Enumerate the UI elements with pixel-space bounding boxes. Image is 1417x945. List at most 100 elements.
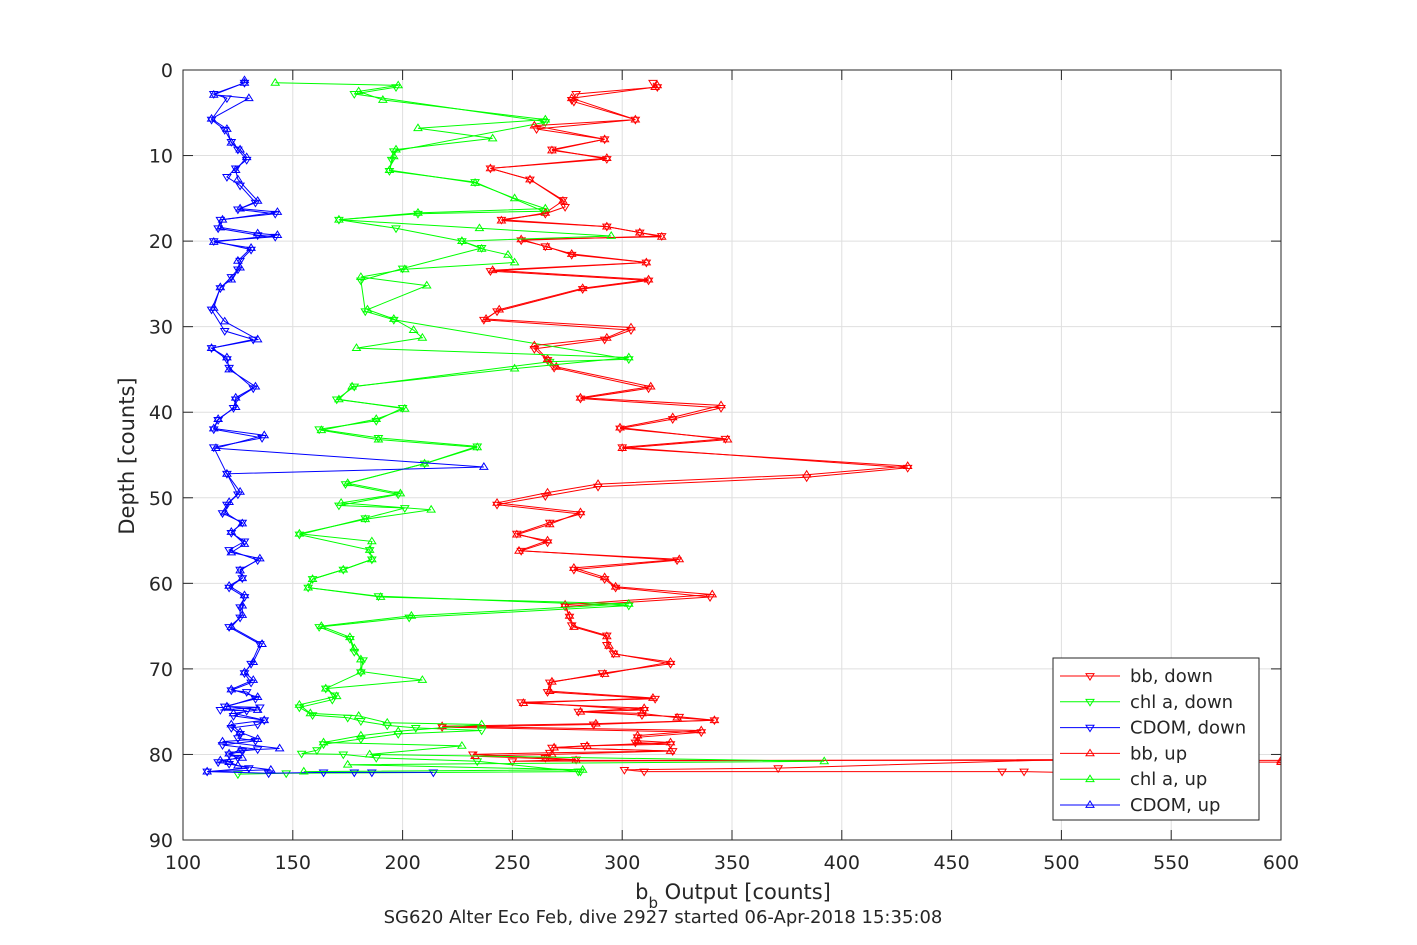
data-point-marker — [399, 505, 410, 513]
data-point-marker — [263, 770, 274, 779]
data-point-marker — [384, 165, 395, 173]
data-point-marker — [575, 392, 586, 401]
data-point-marker — [487, 265, 498, 274]
data-point-marker — [239, 75, 250, 84]
legend-box — [1052, 657, 1260, 821]
data-point-marker — [476, 243, 487, 252]
data-point-marker — [544, 686, 555, 695]
data-point-marker — [316, 621, 327, 630]
data-point-marker — [334, 394, 344, 403]
data-point-marker — [366, 769, 377, 778]
data-point-marker — [643, 274, 654, 283]
data-point-marker — [226, 527, 237, 535]
data-point-marker — [643, 277, 654, 286]
data-point-marker — [226, 725, 237, 733]
data-point-marker — [406, 610, 417, 619]
data-point-marker — [224, 497, 235, 505]
data-point-marker — [353, 86, 364, 95]
data-point-marker — [549, 742, 560, 751]
data-point-marker — [564, 613, 575, 622]
data-point-marker — [305, 708, 316, 717]
data-point-marker — [215, 755, 226, 764]
data-point-marker — [219, 328, 230, 336]
data-point-marker — [351, 343, 362, 351]
x-tick-label: 600 — [1263, 852, 1299, 874]
data-point-marker — [331, 396, 342, 405]
data-point-marker — [237, 748, 248, 756]
legend-marker-swatch — [1085, 800, 1095, 808]
data-point-marker — [235, 182, 245, 191]
series-line-bb-up — [442, 85, 1281, 763]
data-point-marker — [344, 632, 355, 641]
data-point-marker — [476, 727, 487, 736]
data-point-marker — [542, 354, 553, 363]
data-point-marker — [232, 146, 243, 155]
data-point-marker — [248, 675, 259, 683]
data-point-marker — [355, 272, 366, 280]
data-point-marker — [222, 174, 232, 182]
data-point-marker — [399, 403, 410, 412]
data-point-marker — [314, 426, 325, 435]
data-point-marker — [237, 752, 248, 761]
data-point-marker — [259, 430, 270, 439]
legend-label: CDOM, up — [1130, 795, 1220, 816]
data-point-marker — [314, 624, 325, 632]
data-point-marker — [641, 257, 652, 266]
data-point-marker — [208, 423, 219, 432]
data-point-marker — [617, 443, 628, 452]
data-point-marker — [632, 730, 643, 739]
y-tick-label: 0 — [161, 60, 173, 82]
data-point-marker — [529, 120, 540, 129]
data-point-marker — [575, 507, 586, 516]
data-point-marker — [224, 748, 235, 757]
data-point-marker — [456, 740, 467, 749]
legend-marker-swatch — [1085, 748, 1095, 757]
data-point-marker — [386, 156, 397, 165]
data-point-marker — [568, 622, 579, 630]
data-point-marker — [672, 712, 683, 721]
data-point-marker — [604, 640, 614, 649]
data-point-marker — [509, 363, 520, 372]
data-point-marker — [217, 510, 228, 519]
data-point-marker — [507, 758, 518, 767]
legend-item-chl-a-down: chl a, down — [1060, 692, 1233, 713]
data-point-marker — [202, 768, 213, 777]
data-point-marker — [514, 545, 524, 554]
data-point-marker — [237, 610, 248, 618]
data-point-marker — [312, 747, 322, 756]
data-point-marker — [318, 769, 329, 778]
data-point-marker — [997, 768, 1008, 777]
data-point-marker — [496, 215, 507, 224]
data-point-marker — [382, 717, 393, 726]
data-point-marker — [355, 654, 366, 663]
data-point-marker — [360, 514, 371, 523]
x-axis-label: bb Output [counts] — [635, 880, 831, 912]
data-point-marker — [232, 735, 243, 744]
data-point-marker — [294, 699, 305, 708]
data-point-marker — [355, 277, 366, 286]
data-point-marker — [334, 216, 344, 225]
data-point-marker — [353, 711, 364, 719]
data-point-marker — [470, 751, 480, 760]
data-point-marker — [222, 352, 232, 361]
data-point-marker — [391, 144, 401, 153]
data-point-marker — [478, 316, 489, 325]
data-point-marker — [1019, 768, 1029, 777]
axis-ticks: 100 150 200 250 300 350 400 450 500 550 600 0 10 20 30… — [149, 60, 1299, 874]
data-point-marker — [577, 286, 588, 294]
data-point-marker — [222, 124, 232, 132]
data-point-marker — [355, 666, 366, 675]
data-point-marker — [573, 708, 584, 717]
data-point-marker — [610, 584, 621, 593]
data-point-marker — [252, 334, 263, 343]
data-point-marker — [648, 693, 658, 701]
data-point-marker — [615, 425, 625, 434]
data-point-marker — [665, 737, 676, 746]
data-point-marker — [588, 721, 599, 730]
data-point-marker — [338, 751, 349, 760]
data-point-marker — [224, 547, 235, 555]
data-point-marker — [478, 462, 489, 470]
data-point-marker — [318, 737, 329, 746]
y-tick-label: 30 — [149, 317, 173, 339]
